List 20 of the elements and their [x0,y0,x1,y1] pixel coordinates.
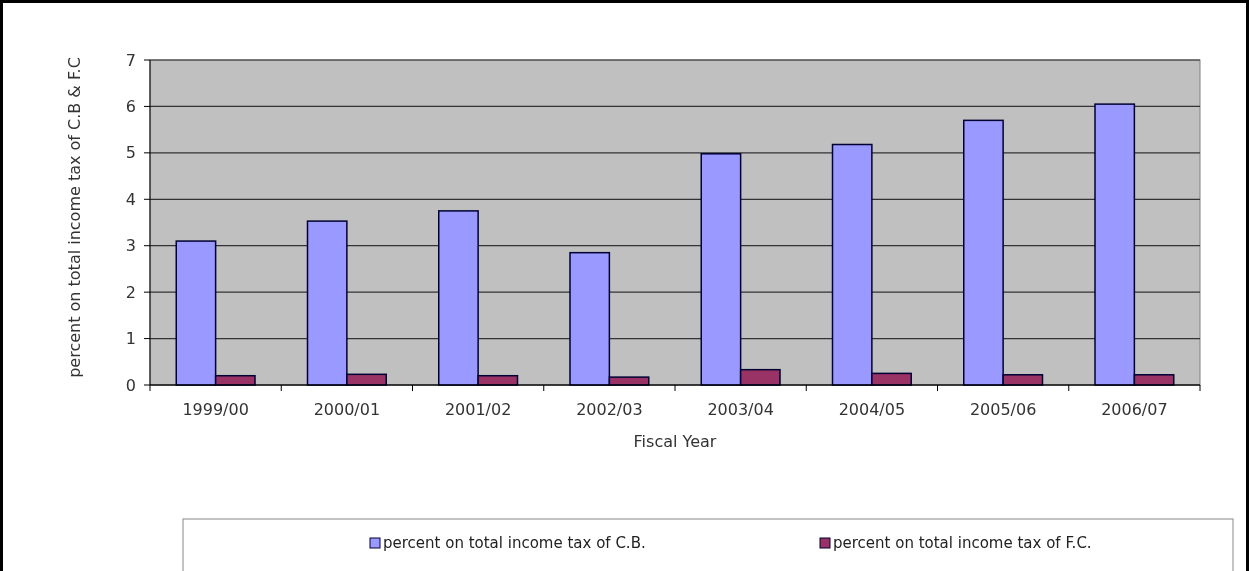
y-tick-label: 2 [125,282,136,302]
x-tick-label: 2003/04 [707,400,774,419]
x-tick-label: 2000/01 [313,400,381,419]
legend-label: percent on total income tax of C.B. [383,534,646,552]
x-tick-label: 2002/03 [576,400,643,419]
y-axis-title: percent on total income tax of C.B & F.C [65,57,84,378]
x-axis-title: Fiscal Year [633,432,717,451]
y-tick-label: 5 [125,143,136,163]
y-tick-label: 4 [125,189,136,209]
legend-label: percent on total income tax of F.C. [833,534,1092,552]
y-tick-label: 0 [125,375,136,395]
y-tick-label: 1 [125,329,136,349]
x-tick-label: 2005/06 [969,400,1037,419]
x-tick-label: 1999/00 [182,400,249,419]
y-tick-label: 6 [125,97,136,117]
x-tick-label: 2001/02 [444,400,512,419]
y-tick-label: 7 [125,50,136,70]
x-tick-label: 2004/05 [838,400,906,419]
y-tick-label: 3 [125,236,136,256]
x-tick-label: 2006/07 [1101,400,1168,419]
